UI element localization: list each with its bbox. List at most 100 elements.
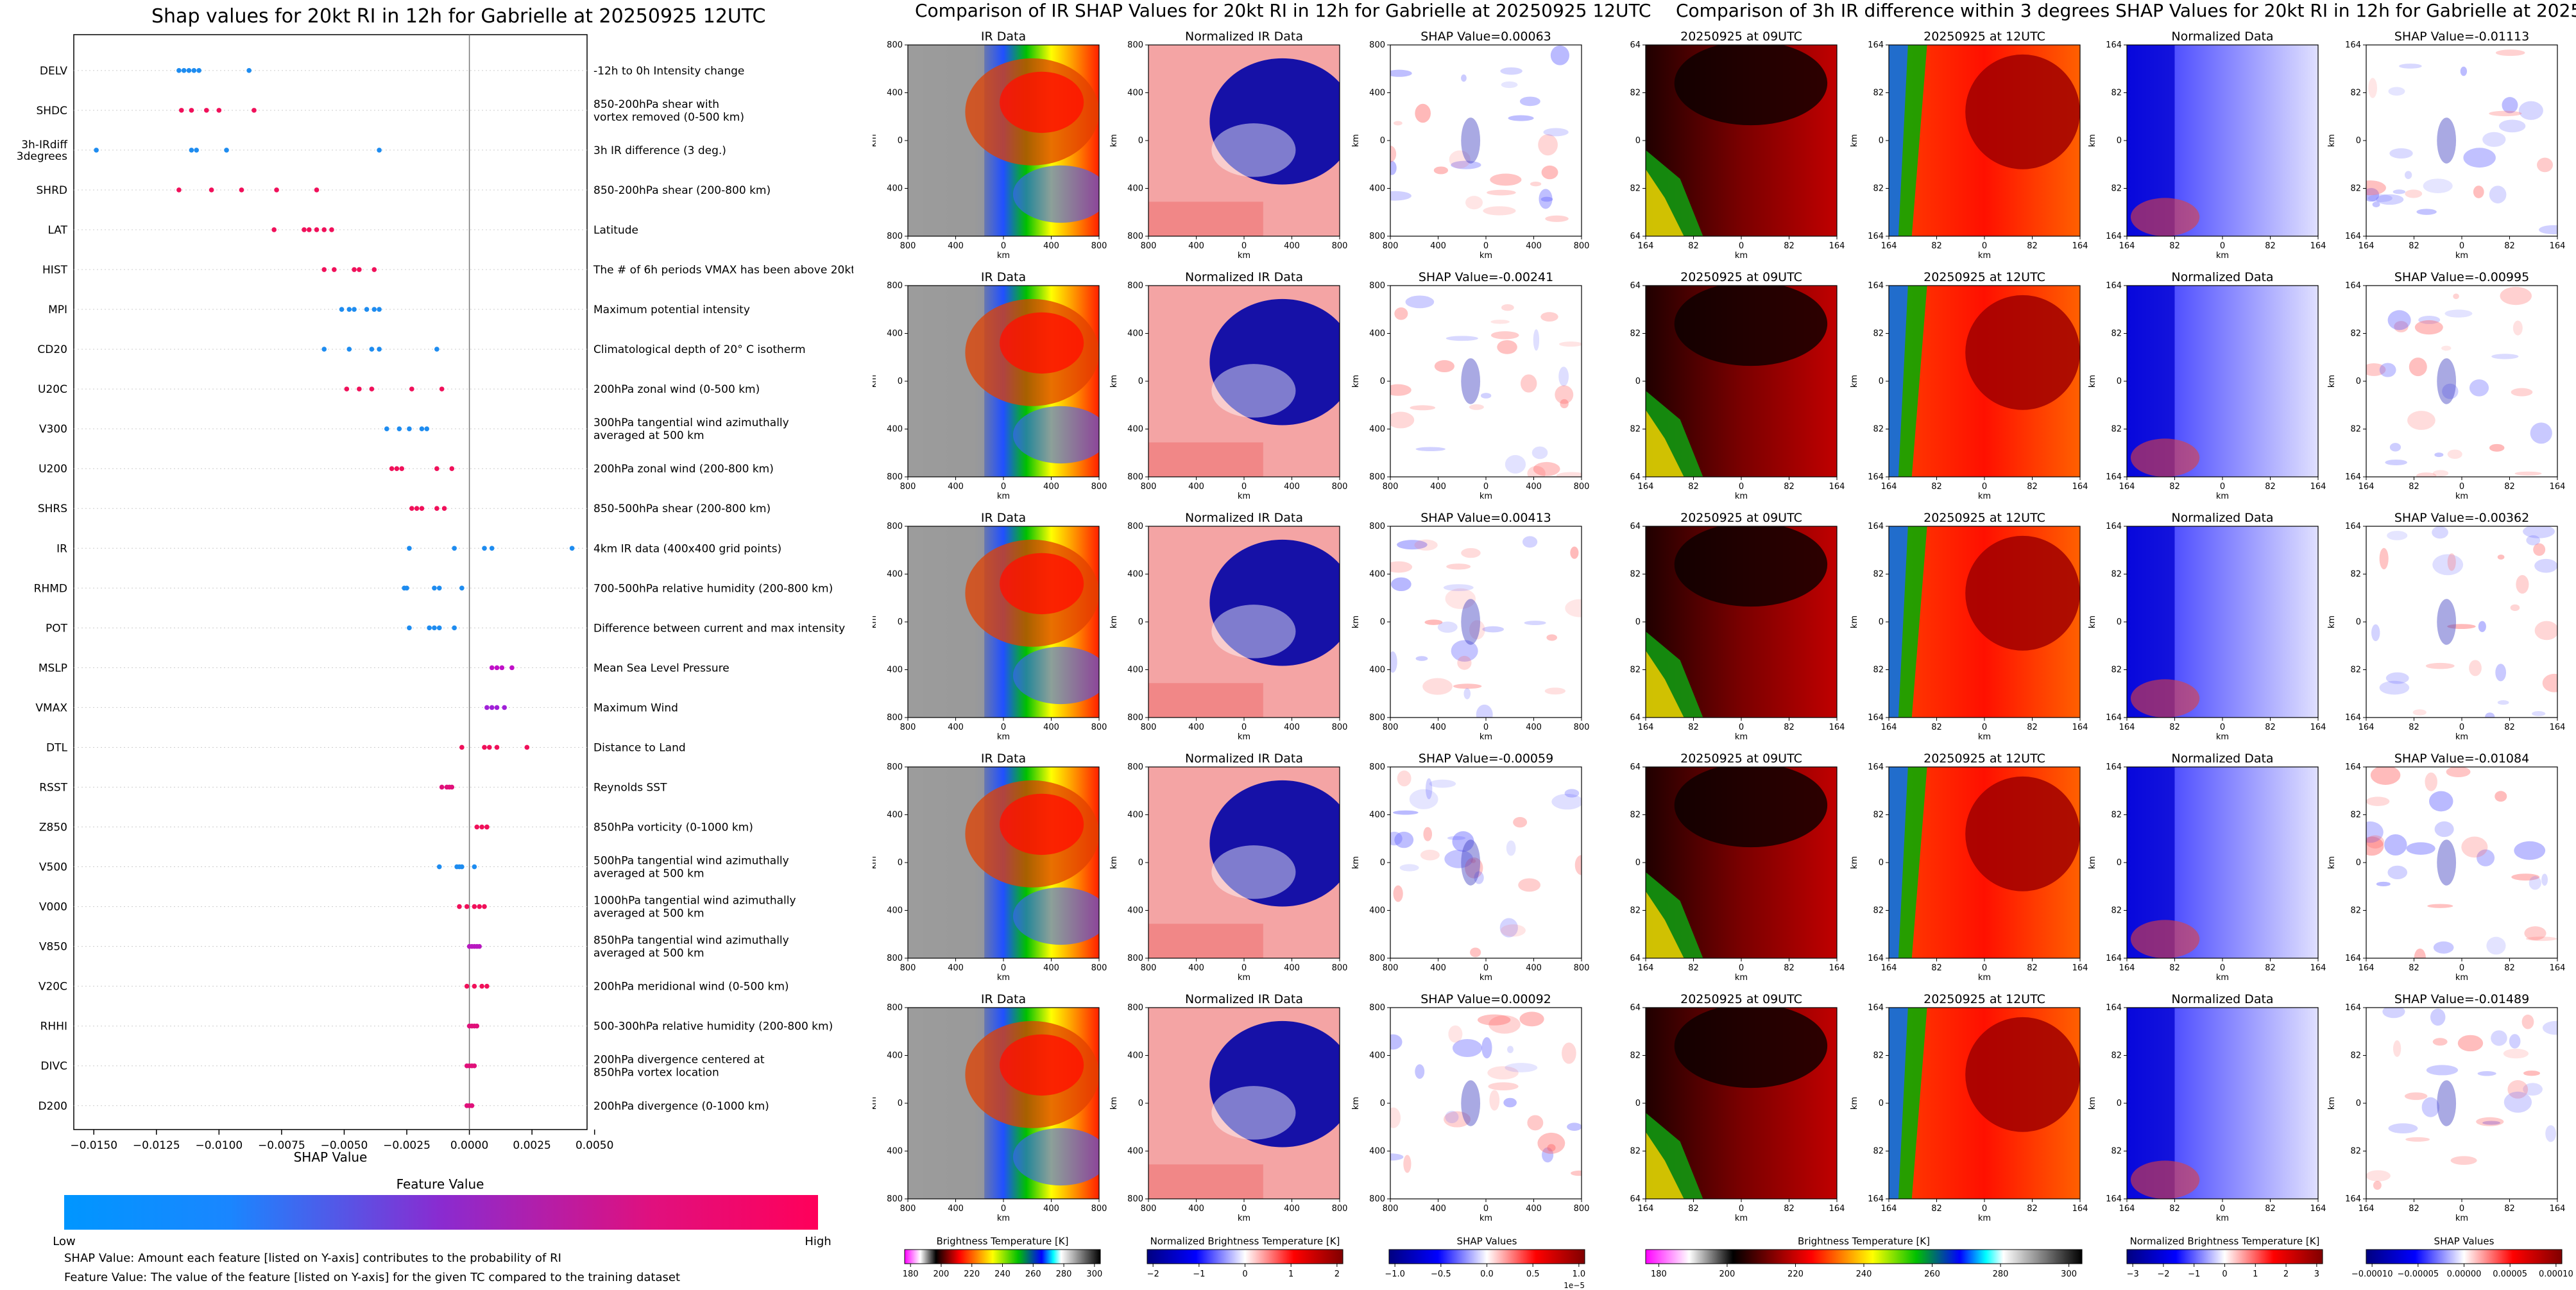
shap-point-shdc-3 (216, 108, 222, 113)
colorbar-tick-label: 2 (2283, 1269, 2289, 1279)
rpanel-title-r4-c0: 20250925 at 09UTC (1680, 992, 1802, 1006)
y-axis-unit: km (1351, 856, 1361, 869)
y-tick-label: 164 (1868, 954, 1884, 963)
y-tick-label: 164 (1868, 1003, 1884, 1013)
x-tick-label: 0 (1001, 482, 1006, 492)
y-tick-label: 0 (2356, 136, 2361, 146)
shap-point-3h-irdiff-3degrees-0 (94, 148, 99, 153)
feature-desc-rhmd: 700-500hPa relative humidity (200-800 km… (593, 582, 833, 595)
x-tick-label: 0 (1241, 1204, 1247, 1214)
y-tick-label: 0 (1879, 1099, 1884, 1108)
x-tick-label: 0 (2220, 482, 2225, 492)
y-tick-label: 164 (2345, 472, 2361, 482)
feature-desc-shrd: 850-200hPa shear (200-800 km) (593, 184, 771, 197)
colorbar-tick-label: 0 (1242, 1269, 1247, 1279)
feature-colorbar-title: Feature Value (397, 1176, 484, 1192)
y-axis-unit: km (873, 375, 878, 388)
y-tick-label: 400 (1369, 425, 1385, 434)
x-axis-unit: km (997, 492, 1010, 501)
feature-name-v20c: V20C (38, 981, 67, 993)
colorbar-tick-label: 0.00005 (2493, 1269, 2527, 1279)
panel-title-r4-c2: SHAP Value=0.00092 (1420, 992, 1551, 1006)
shap-point-shrs-1 (414, 506, 420, 512)
colorbar-tick-label: 260 (1025, 1269, 1041, 1279)
colorbar-tick-label: 0.5 (1526, 1269, 1540, 1279)
x-axis-unit: km (2216, 1214, 2229, 1223)
y-tick-label: 164 (1868, 522, 1884, 531)
y-tick-label: 164 (2345, 232, 2361, 241)
y-tick-label: 164 (2106, 713, 2122, 723)
rpanel-title-r3-c0: 20250925 at 09UTC (1680, 752, 1802, 766)
x-tick-label: 82 (2169, 723, 2180, 732)
x-tick-label: 0 (1982, 241, 1987, 251)
y-tick-label: 400 (1369, 666, 1385, 675)
x-tick-label: 82 (1784, 723, 1795, 732)
y-tick-label: 400 (1127, 184, 1143, 194)
x-tick-label: 164 (2072, 723, 2088, 732)
y-tick-label: 800 (887, 762, 903, 772)
shap-point-mpi-3 (364, 307, 370, 312)
colorbar-tick-label: −1.0 (1385, 1269, 1405, 1279)
colorbar-tick-label: 240 (1856, 1269, 1872, 1279)
colorbar-right-1 (2126, 1249, 2323, 1264)
y-tick-label: 82 (1873, 425, 1884, 434)
shap-point-v500-4 (472, 864, 477, 870)
y-axis-unit: km (1850, 615, 1859, 628)
x-tick-label: 800 (1141, 241, 1157, 251)
x-tick-label: 400 (1188, 482, 1204, 492)
y-tick-label: 400 (1127, 906, 1143, 916)
shap-point-mslp-3 (509, 665, 515, 671)
shap-point-lat-0 (271, 227, 277, 232)
y-tick-label: 0 (1879, 858, 1884, 868)
normd-image-r4-2 (2126, 1007, 2319, 1200)
feature-desc-ir: 4km IR data (400x400 grid points) (593, 542, 781, 555)
shap-point-v500-3 (459, 864, 465, 870)
y-tick-label: 0 (1138, 617, 1143, 627)
feature-name-u20c: U20C (38, 383, 67, 396)
feature-desc-v000: 1000hPa tangential wind azimuthally avera… (593, 895, 796, 920)
panel-title-r0-c0: IR Data (981, 30, 1026, 44)
y-tick-label: 400 (1369, 1147, 1385, 1157)
shap-point-delv-5 (246, 68, 252, 73)
y-tick-label: 400 (887, 906, 903, 916)
shap-point-v000-1 (464, 904, 470, 909)
y-axis-unit: km (873, 134, 878, 147)
y-tick-label: 0 (1380, 377, 1385, 386)
panel-title-r4-c0: IR Data (981, 992, 1026, 1006)
x-axis-unit: km (1238, 973, 1250, 983)
feature-desc-mslp: Mean Sea Level Pressure (593, 662, 729, 675)
x-tick-label: 400 (1284, 1204, 1300, 1214)
colorbar-tick-label: −2 (1147, 1269, 1159, 1279)
y-tick-label: 82 (2111, 425, 2122, 434)
feature-desc-z850: 850hPa vorticity (0-1000 km) (593, 821, 753, 834)
y-axis-unit: km (1351, 615, 1361, 628)
x-tick-label: 164 (1829, 482, 1845, 492)
y-axis-unit: km (873, 856, 878, 869)
x-tick-label: 800 (1574, 1204, 1590, 1214)
x-tick-label: 0.0025 (513, 1139, 550, 1152)
ir-diff-shap-image-grid: 20250925 at 09UTC1641648282008282164164k… (1630, 30, 2573, 1279)
shap-point-hist-4 (371, 267, 377, 272)
colorbar-tick-label: 2 (1335, 1269, 1340, 1279)
x-tick-label: 400 (948, 963, 964, 973)
shap-point-cd20-3 (377, 347, 382, 352)
shap-point-lat-1 (302, 227, 307, 232)
y-tick-label: 800 (887, 232, 903, 241)
y-tick-label: 0 (1879, 136, 1884, 146)
y-axis-unit: km (2327, 134, 2337, 147)
shap-point-cd20-1 (346, 347, 352, 352)
x-axis-unit: km (1978, 732, 1991, 742)
rpanel-title-r4-c2: Normalized Data (2171, 992, 2273, 1006)
colorbar-tick-label: 260 (1924, 1269, 1940, 1279)
feature-desc-lat: Latitude (593, 224, 638, 237)
x-tick-label: 164 (2550, 723, 2566, 732)
y-tick-label: 0 (1380, 858, 1385, 868)
x-axis-unit: km (2216, 251, 2229, 261)
x-tick-label: 164 (2358, 482, 2375, 492)
y-tick-label: 0 (1380, 136, 1385, 146)
y-tick-label: 164 (1630, 954, 1641, 963)
colorbar-label-mid-1: Normalized Brightness Temperature [K] (1150, 1235, 1340, 1247)
y-tick-label: 400 (1127, 1147, 1143, 1157)
shap-point-dtl-1 (482, 744, 487, 750)
shap-point-mpi-1 (346, 307, 352, 312)
